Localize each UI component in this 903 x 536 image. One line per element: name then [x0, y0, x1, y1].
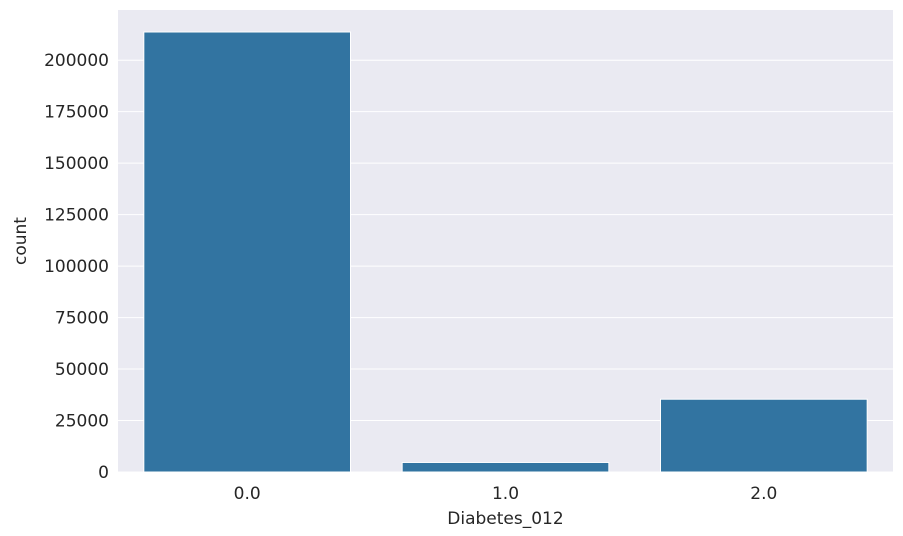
y-tick-label-1: 25000 [55, 412, 109, 432]
bars [143, 31, 868, 473]
y-tick-label-6: 150000 [44, 154, 109, 174]
y-tick-label-5: 125000 [44, 206, 109, 226]
y-tick-label-0: 0 [98, 463, 109, 483]
y-tick-label-7: 175000 [44, 103, 109, 123]
y-tick-label-2: 50000 [55, 360, 109, 380]
y-axis-label: count [11, 217, 31, 265]
y-tick-label-3: 75000 [55, 309, 109, 329]
x-tick-label-0: 0.0 [234, 484, 261, 504]
bar-2.0 [660, 398, 868, 473]
y-tick-label-4: 100000 [44, 257, 109, 277]
bar-0.0 [143, 31, 351, 473]
y-tick-label-8: 200000 [44, 51, 109, 71]
y-tick-labels: 0 25000 50000 75000 100000 125000 150000 175000… [44, 51, 109, 483]
x-tick-label-1: 1.0 [492, 484, 519, 504]
x-axis-label: Diabetes_012 [447, 509, 563, 529]
x-tick-label-2: 2.0 [750, 484, 777, 504]
x-tick-labels: 0.0 1.0 2.0 [234, 484, 778, 504]
bar-1.0 [401, 461, 610, 473]
